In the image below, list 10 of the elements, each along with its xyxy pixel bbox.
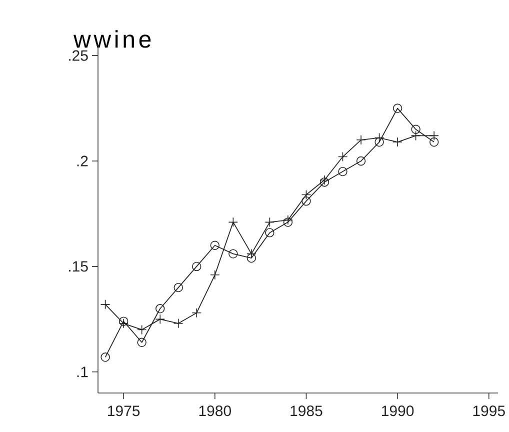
x-tick-label: 1990 bbox=[382, 406, 414, 416]
x-tick-label: 1980 bbox=[199, 406, 231, 416]
y-tick-label: .15 bbox=[68, 261, 88, 272]
y-tick-label: .2 bbox=[77, 156, 88, 166]
x-tick-label: 1995 bbox=[473, 406, 505, 416]
x-tick-label: 1975 bbox=[108, 406, 140, 416]
chart-title: wwine bbox=[74, 30, 151, 48]
y-tick-label: .1 bbox=[77, 366, 88, 378]
y-tick-label: .25 bbox=[68, 50, 88, 61]
x-tick-label: 1985 bbox=[290, 406, 322, 416]
